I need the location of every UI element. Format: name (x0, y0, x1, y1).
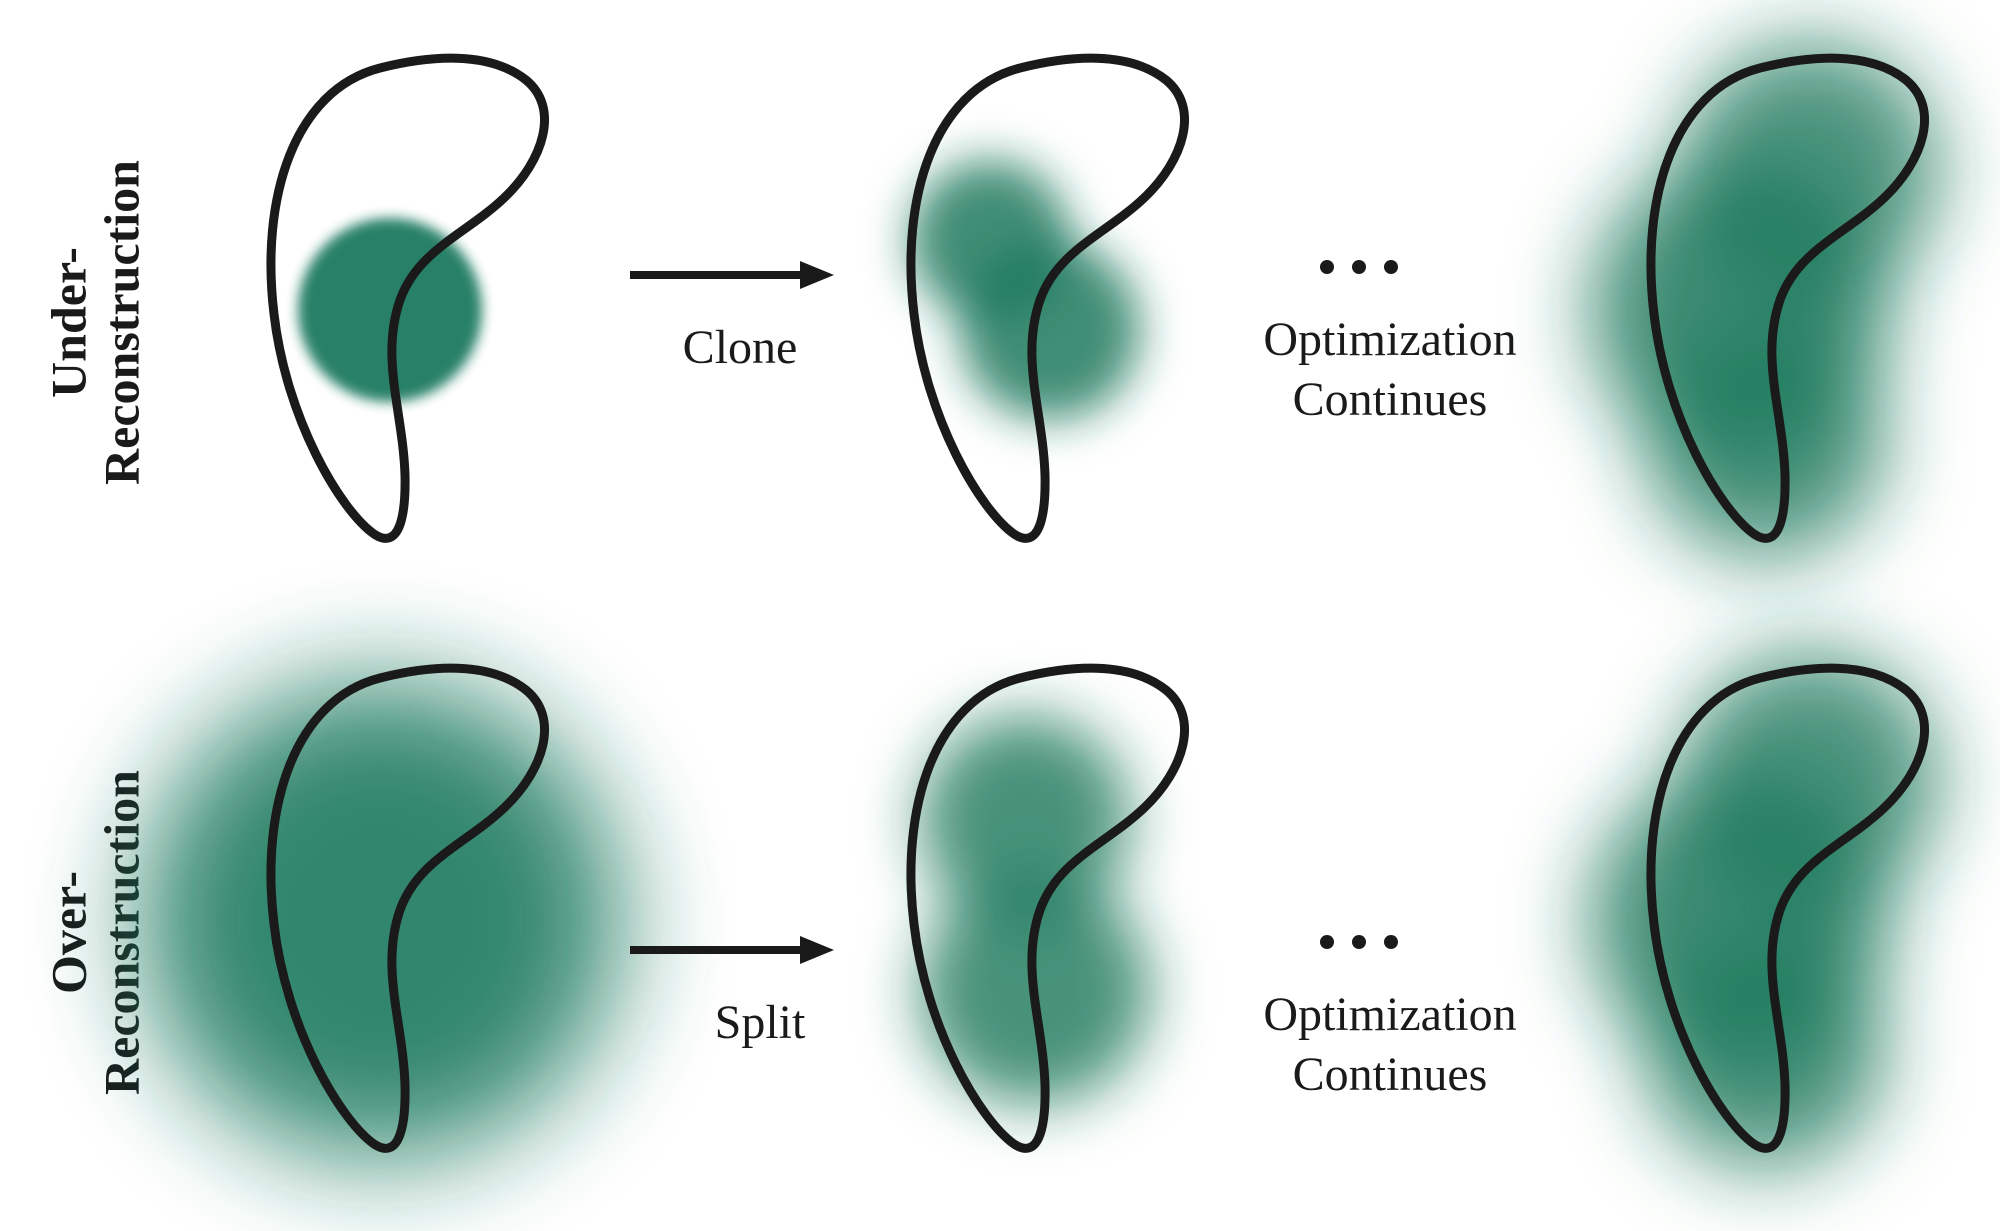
gaussian-blob (1645, 320, 1885, 560)
over-stage2 (870, 660, 1210, 1160)
clone-text: Clone (683, 321, 798, 374)
over-stage3 (1610, 660, 1950, 1160)
under-ellipsis (1320, 260, 1398, 274)
over-opt-label: Optimization Continues (1230, 985, 1550, 1105)
gaussian-blob (140, 680, 620, 1160)
gaussian-blob (1645, 930, 1885, 1170)
over-arrow (620, 920, 850, 980)
dot-icon (1352, 935, 1366, 949)
under-opt-label: Optimization Continues (1230, 310, 1550, 430)
over-reconstruction-label: Over- Reconstruction (43, 743, 148, 1123)
dot-icon (1384, 260, 1398, 274)
under-label-l1: Under- (41, 247, 97, 398)
gaussian-blob (960, 240, 1140, 420)
dot-icon (1384, 935, 1398, 949)
opt-l1: Optimization (1263, 313, 1516, 366)
opt-l1: Optimization (1263, 988, 1516, 1041)
under-stage2 (870, 50, 1210, 550)
dot-icon (1320, 260, 1334, 274)
dot-icon (1320, 935, 1334, 949)
split-text: Split (715, 996, 806, 1049)
split-label: Split (660, 995, 860, 1050)
under-reconstruction-label: Under- Reconstruction (43, 133, 148, 513)
over-label-l1: Over- (41, 871, 97, 994)
under-label-l2: Reconstruction (93, 160, 149, 485)
dot-icon (1352, 260, 1366, 274)
under-stage3 (1610, 50, 1950, 550)
under-arrow (620, 245, 850, 305)
opt-l2: Continues (1293, 1048, 1488, 1101)
diagram-container: Under- Reconstruction Over- Reconstructi… (0, 0, 2000, 1231)
clone-label: Clone (640, 320, 840, 375)
over-stage1 (230, 660, 570, 1160)
opt-l2: Continues (1293, 373, 1488, 426)
under-stage1 (230, 50, 570, 550)
over-ellipsis (1320, 935, 1398, 949)
